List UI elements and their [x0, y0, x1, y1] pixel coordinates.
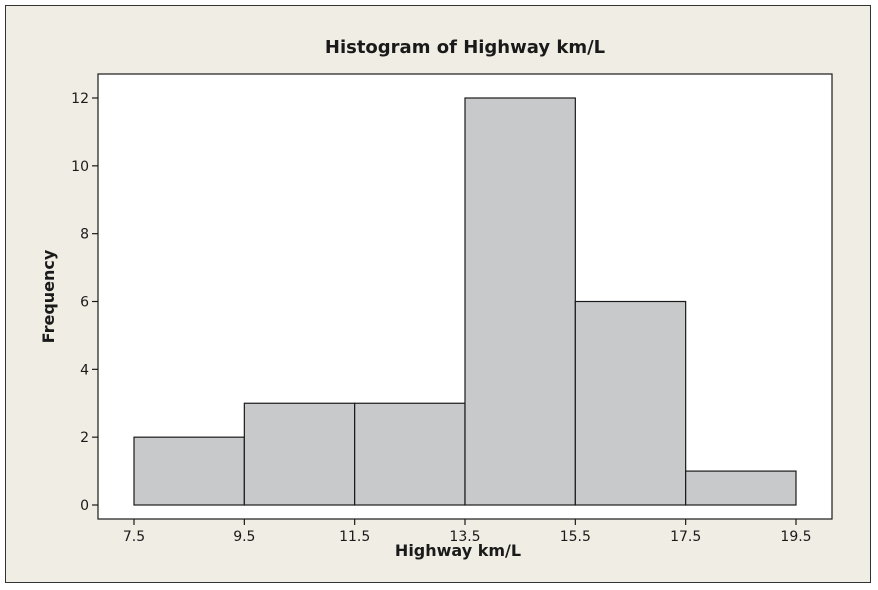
y-tick-label-5: 10 — [71, 159, 89, 175]
histogram-bar-2 — [354, 402, 466, 506]
chart-title: Histogram of Highway km/L — [325, 37, 605, 58]
y-tick-label-4: 8 — [80, 227, 89, 243]
y-tick-label-1: 2 — [80, 430, 89, 446]
x-tick-label-4: 15.5 — [560, 529, 591, 545]
y-tick-label-2: 4 — [80, 362, 89, 378]
x-tick-label-6: 19.5 — [780, 529, 811, 545]
x-axis: 7.5 9.5 11.5 13.5 15.5 17.5 19.5 — [123, 519, 812, 545]
bars-group — [133, 97, 797, 506]
histogram-bar-0 — [133, 436, 245, 506]
x-axis-label: Highway km/L — [395, 541, 521, 560]
y-axis: 0 2 4 6 8 10 12 — [71, 91, 98, 514]
y-tick-label-6: 12 — [71, 91, 89, 107]
histogram-bar-4 — [574, 300, 687, 506]
histogram-bar-1 — [243, 402, 356, 506]
y-axis-label: Frequency — [39, 249, 58, 343]
x-tick-label-5: 17.5 — [670, 529, 701, 545]
histogram-bar-5 — [685, 470, 797, 506]
x-tick-label-2: 11.5 — [339, 529, 370, 545]
histogram-bar-3 — [464, 97, 576, 506]
x-tick-label-0: 7.5 — [123, 529, 145, 545]
x-tick-label-1: 9.5 — [233, 529, 255, 545]
y-tick-label-0: 0 — [80, 498, 89, 514]
y-tick-label-3: 6 — [80, 295, 89, 311]
x-tick-label-3: 13.5 — [449, 529, 480, 545]
